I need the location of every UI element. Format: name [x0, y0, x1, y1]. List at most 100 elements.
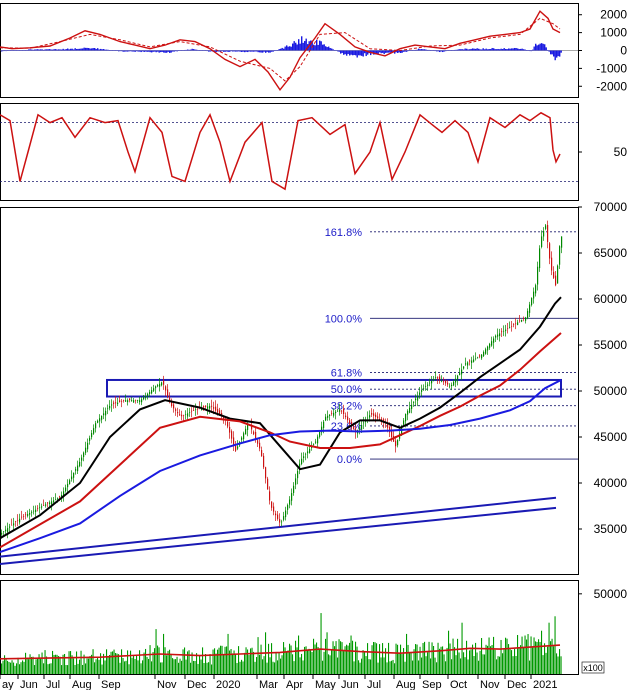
macd-histogram-bar [353, 50, 355, 56]
macd-histogram-bar [181, 50, 183, 51]
macd-histogram-bar [62, 48, 64, 51]
macd-histogram-bar [248, 50, 250, 52]
candle-body [235, 445, 237, 451]
macd-histogram-bar [61, 49, 63, 51]
fibonacci-level-label: 161.8% [325, 227, 363, 239]
volume-bar [466, 640, 468, 674]
volume-bar [272, 661, 274, 674]
macd-histogram-bar [89, 48, 91, 51]
macd-histogram-bar [334, 50, 336, 51]
macd-histogram-bar [472, 48, 474, 51]
candle-body [223, 417, 225, 419]
volume-bar [305, 646, 307, 674]
x-axis-label: Mar [259, 679, 278, 690]
volume-bar [71, 655, 73, 674]
volume-bar [254, 661, 256, 674]
macd-histogram-bar [146, 50, 148, 52]
candle-body [139, 400, 141, 403]
candle-body [71, 476, 73, 480]
macd-histogram-bar [491, 47, 493, 51]
candle-body [13, 523, 15, 526]
macd-histogram-bar [391, 50, 393, 53]
volume-bar [532, 647, 534, 674]
candle-body [447, 382, 449, 385]
candle-body [113, 402, 115, 404]
candle-body [157, 385, 159, 387]
macd-histogram-bar [332, 49, 334, 51]
volume-bar [47, 664, 49, 674]
candle-body [193, 410, 195, 411]
volume-bar [200, 659, 202, 674]
candle-body [441, 380, 443, 382]
volume-bar [52, 650, 54, 674]
candle-body [405, 414, 407, 422]
candle-body [59, 496, 61, 498]
macd-histogram-bar [476, 48, 478, 51]
candle-body [117, 402, 119, 405]
candle-body [403, 420, 405, 425]
macd-histogram-bar [233, 50, 235, 52]
candle-body [43, 505, 45, 506]
candle-body [215, 406, 217, 411]
candle-body [469, 360, 471, 362]
volume-bar [158, 647, 160, 674]
volume-bar [49, 663, 51, 674]
candle-body [543, 230, 545, 237]
volume-bar [283, 642, 285, 674]
trend-line [0, 496, 557, 558]
macd-histogram-bar [230, 50, 232, 52]
macd-histogram-bar [178, 50, 180, 51]
volume-bar [479, 650, 481, 674]
macd-histogram-bar [464, 48, 466, 51]
macd-histogram-bar [280, 48, 282, 51]
volume-bar [211, 664, 213, 674]
macd-histogram-bar [434, 50, 436, 52]
macd-histogram-bar [254, 50, 256, 52]
candle-body [7, 528, 9, 532]
candle-body [329, 414, 331, 416]
volume-bar [259, 654, 261, 674]
volume-bar [373, 642, 375, 674]
macd-histogram-bar [548, 50, 550, 52]
macd-histogram-bar [263, 50, 265, 52]
candle-body [197, 408, 199, 410]
macd-histogram-bar [554, 50, 556, 61]
macd-histogram-bar [202, 50, 204, 51]
candle-body [207, 406, 209, 409]
volume-bar [320, 613, 322, 674]
macd-histogram-bar [242, 50, 244, 52]
candle-body [349, 420, 351, 424]
macd-histogram-bar [22, 50, 24, 51]
candle-body [133, 400, 135, 403]
macd-histogram-bar [209, 50, 211, 52]
macd-histogram-bar [278, 49, 280, 51]
candle-body [103, 413, 105, 416]
macd-histogram-bar [286, 45, 288, 51]
macd-histogram-bar [400, 50, 402, 54]
candle-body [437, 377, 439, 379]
candle-body [451, 384, 453, 386]
macd-histogram-bar [13, 50, 15, 51]
candle-body [149, 391, 151, 394]
volume-bar [472, 644, 474, 674]
price-tick-label: 35000 [594, 522, 628, 536]
macd-histogram-bar [104, 49, 106, 51]
volume-bar [5, 658, 7, 674]
macd-histogram-bar [8, 50, 10, 51]
candle-body [491, 341, 493, 346]
macd-histogram-bar [460, 49, 462, 51]
candle-body [435, 377, 437, 378]
macd-histogram-bar [421, 49, 423, 51]
macd-histogram-bar [53, 49, 55, 51]
volume-bar [95, 659, 97, 674]
volume-bar [113, 649, 115, 674]
macd-histogram-bar [436, 50, 438, 52]
volume-bar [536, 641, 538, 674]
macd-histogram-bar [218, 50, 220, 52]
candle-body [145, 395, 147, 399]
volume-bar [557, 656, 559, 674]
macd-histogram-bar [409, 50, 411, 51]
candle-body [265, 467, 267, 479]
candle-body [227, 421, 229, 427]
macd-histogram-bar [74, 48, 76, 51]
